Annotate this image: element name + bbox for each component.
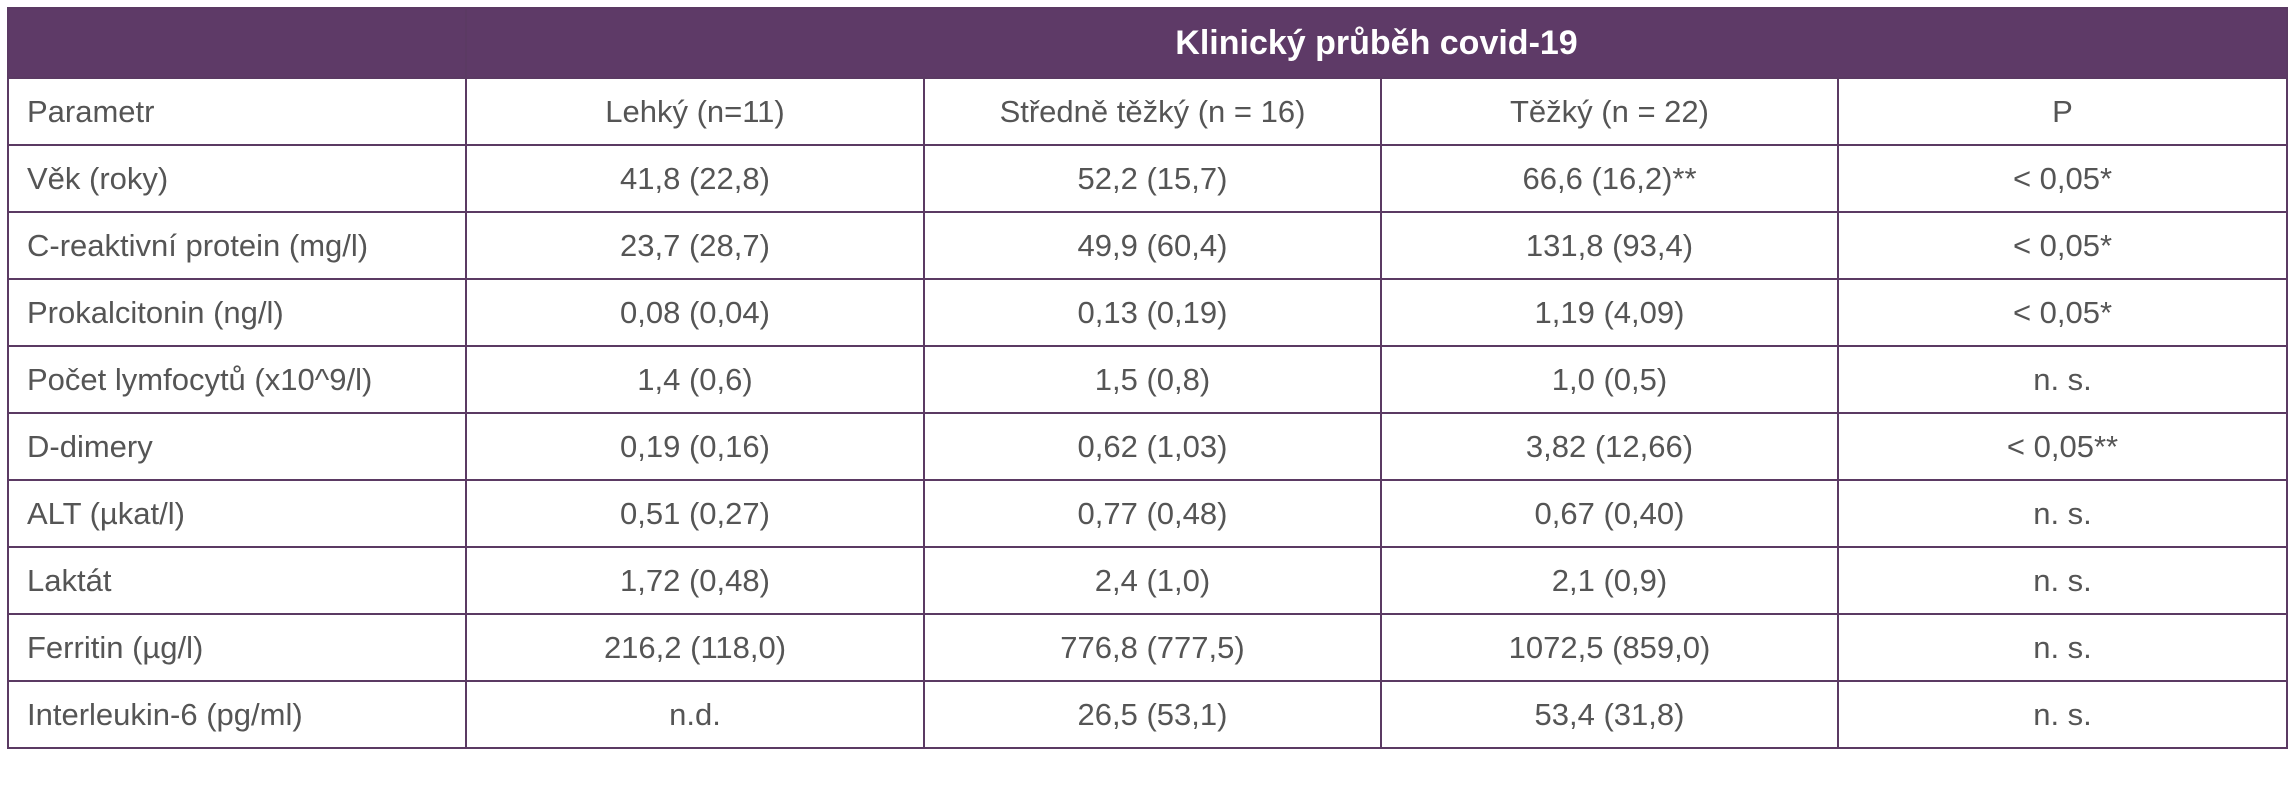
table-row: C-reaktivní protein (mg/l) 23,7 (28,7) 4… [7, 211, 2289, 280]
cell-tezky: 3,82 (12,66) [1380, 412, 1839, 481]
cell-stredne: 49,9 (60,4) [923, 211, 1382, 280]
cell-tezky: 66,6 (16,2)** [1380, 144, 1839, 213]
cell-p: < 0,05* [1836, 144, 2289, 213]
cell-tezky: 53,4 (31,8) [1380, 680, 1839, 749]
column-header-row: Parametr Lehký (n=11) Středně těžký (n =… [7, 77, 2289, 146]
header-lehky: Lehký (n=11) [465, 77, 925, 146]
cell-p: n. s. [1836, 680, 2289, 749]
cell-stredne: 1,5 (0,8) [923, 345, 1382, 414]
cell-lehky: 1,72 (0,48) [465, 546, 925, 615]
row-label: Počet lymfocytů (x10^9/l) [7, 345, 467, 414]
table-row: Interleukin-6 (pg/ml) n.d. 26,5 (53,1) 5… [7, 680, 2289, 749]
cell-stredne: 776,8 (777,5) [923, 613, 1382, 682]
cell-stredne: 0,13 (0,19) [923, 278, 1382, 347]
header-tezky: Těžký (n = 22) [1380, 77, 1839, 146]
cell-lehky: 0,19 (0,16) [465, 412, 925, 481]
table-row: Počet lymfocytů (x10^9/l) 1,4 (0,6) 1,5 … [7, 345, 2289, 414]
table-row: Věk (roky) 41,8 (22,8) 52,2 (15,7) 66,6 … [7, 144, 2289, 213]
cell-p: n. s. [1836, 546, 2289, 615]
table-row: D-dimery 0,19 (0,16) 0,62 (1,03) 3,82 (1… [7, 412, 2289, 481]
row-label: Laktát [7, 546, 467, 615]
cell-stredne: 2,4 (1,0) [923, 546, 1382, 615]
header-stredne-tezky: Středně těžký (n = 16) [923, 77, 1382, 146]
cell-lehky: 1,4 (0,6) [465, 345, 925, 414]
cell-stredne: 0,62 (1,03) [923, 412, 1382, 481]
row-label: Interleukin-6 (pg/ml) [7, 680, 467, 749]
table-row: ALT (µkat/l) 0,51 (0,27) 0,77 (0,48) 0,6… [7, 479, 2289, 548]
table-title-row: Klinický průběh covid-19 [7, 7, 2289, 79]
cell-p: < 0,05* [1836, 211, 2289, 280]
cell-lehky: 0,51 (0,27) [465, 479, 925, 548]
results-table: Klinický průběh covid-19 Parametr Lehký … [7, 7, 2289, 749]
row-label: Prokalcitonin (ng/l) [7, 278, 467, 347]
cell-lehky: 0,08 (0,04) [465, 278, 925, 347]
cell-p: n. s. [1836, 479, 2289, 548]
table-title: Klinický průběh covid-19 [464, 7, 2289, 79]
cell-tezky: 1,0 (0,5) [1380, 345, 1839, 414]
cell-p: < 0,05* [1836, 278, 2289, 347]
table-row: Prokalcitonin (ng/l) 0,08 (0,04) 0,13 (0… [7, 278, 2289, 347]
header-p: P [1836, 77, 2289, 146]
cell-p: n. s. [1836, 613, 2289, 682]
cell-tezky: 1,19 (4,09) [1380, 278, 1839, 347]
header-parametr: Parametr [7, 77, 467, 146]
cell-stredne: 26,5 (53,1) [923, 680, 1382, 749]
cell-lehky: 41,8 (22,8) [465, 144, 925, 213]
title-blank-cell [7, 7, 467, 79]
cell-p: < 0,05** [1836, 412, 2289, 481]
cell-tezky: 2,1 (0,9) [1380, 546, 1839, 615]
row-label: Věk (roky) [7, 144, 467, 213]
row-label: Ferritin (µg/l) [7, 613, 467, 682]
row-label: ALT (µkat/l) [7, 479, 467, 548]
row-label: C-reaktivní protein (mg/l) [7, 211, 467, 280]
cell-p: n. s. [1836, 345, 2289, 414]
cell-tezky: 0,67 (0,40) [1380, 479, 1839, 548]
cell-tezky: 131,8 (93,4) [1380, 211, 1839, 280]
cell-stredne: 0,77 (0,48) [923, 479, 1382, 548]
cell-stredne: 52,2 (15,7) [923, 144, 1382, 213]
table-row: Laktát 1,72 (0,48) 2,4 (1,0) 2,1 (0,9) n… [7, 546, 2289, 615]
cell-lehky: 23,7 (28,7) [465, 211, 925, 280]
cell-tezky: 1072,5 (859,0) [1380, 613, 1839, 682]
row-label: D-dimery [7, 412, 467, 481]
cell-lehky: n.d. [465, 680, 925, 749]
cell-lehky: 216,2 (118,0) [465, 613, 925, 682]
table-row: Ferritin (µg/l) 216,2 (118,0) 776,8 (777… [7, 613, 2289, 682]
